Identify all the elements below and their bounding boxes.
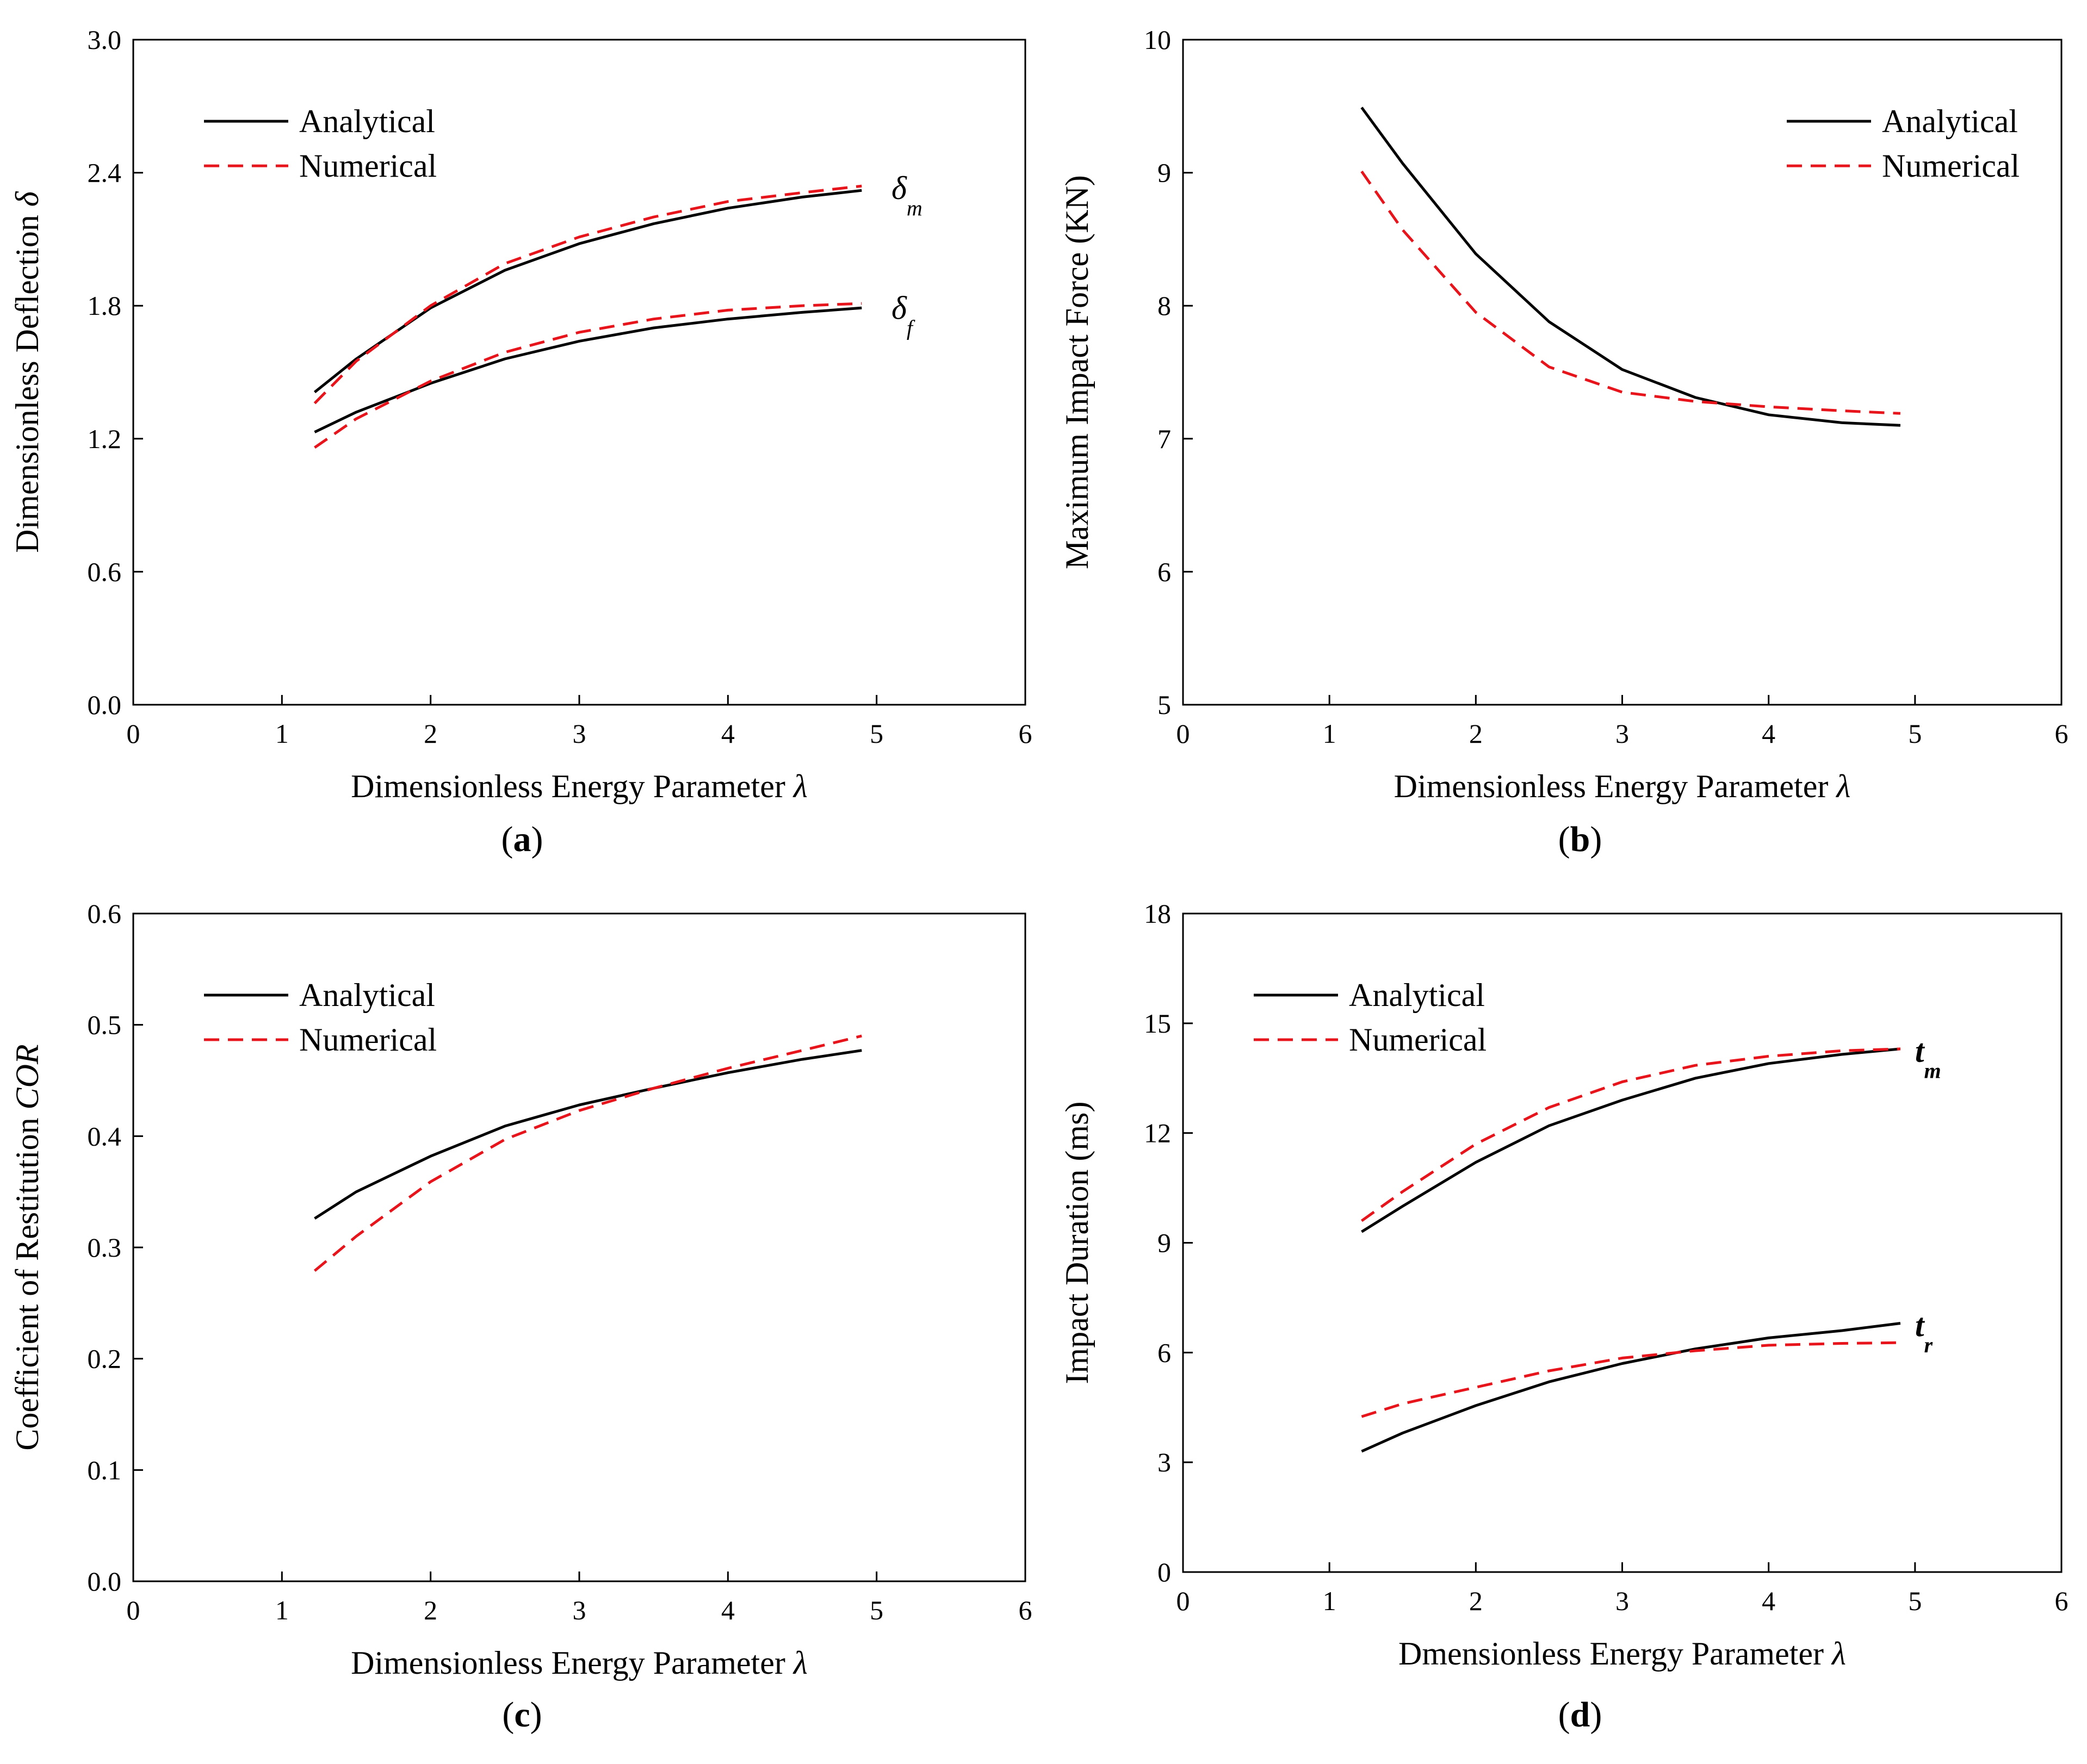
x-axis-title: Dimensionless Energy Parameter λ <box>1394 768 1851 804</box>
numerical-series-line-δf <box>314 302 862 449</box>
panel-c: 0 1 2 3 4 5 6 0.0 0.1 0.2 0.3 0.4 0.5 0.6 Dimensionles… <box>9 898 1032 1735</box>
y-axis-title: Coefficient of Restitution COR <box>9 1044 45 1450</box>
x-tick-label: 2 <box>1469 1586 1483 1616</box>
legend-label-analytical: Analytical <box>1349 977 1485 1013</box>
y-axis-title: Dimensionless Deflection δ <box>9 191 45 553</box>
curve-annotation-tm: tm <box>1915 1033 1941 1083</box>
plot-frame <box>132 39 1026 706</box>
y-tick-label: 8 <box>1157 290 1171 321</box>
y-tick-label: 0.3 <box>88 1232 122 1263</box>
y-tick-label: 6 <box>1157 556 1171 587</box>
analytical-series-line-δm <box>313 189 862 394</box>
legend-label-numerical: Numerical <box>299 148 437 184</box>
y-tick-label: 1.2 <box>88 424 122 454</box>
curve-annotation-δm: δm <box>891 170 922 220</box>
y-tick-label: 0.4 <box>88 1121 122 1151</box>
x-tick-label: 2 <box>1469 718 1483 749</box>
numerical-series-line-tr <box>1361 1341 1900 1418</box>
numerical-series-line-tm <box>1360 1047 1900 1222</box>
x-tick-label: 5 <box>1908 1586 1922 1616</box>
x-tick-label: 1 <box>1323 718 1336 749</box>
y-tick-label: 5 <box>1157 690 1171 720</box>
x-tick-label: 5 <box>870 718 883 749</box>
x-tick-label: 1 <box>1323 1586 1336 1616</box>
y-tick-label: 15 <box>1144 1008 1171 1039</box>
x-tick-label: 3 <box>1615 1586 1629 1616</box>
y-tick-label: 0.1 <box>88 1455 122 1485</box>
panel-caption: (a) <box>501 819 543 859</box>
curve-annotation-tr: tr <box>1915 1307 1933 1357</box>
analytical-series-line-δf <box>314 306 862 433</box>
y-tick-label: 0 <box>1157 1557 1171 1587</box>
x-tick-label: 4 <box>1762 718 1775 749</box>
x-tick-label: 5 <box>1908 718 1922 749</box>
y-tick-label: 2.4 <box>88 158 122 188</box>
y-tick-label: 9 <box>1157 1228 1171 1258</box>
y-tick-label: 0.0 <box>88 690 122 720</box>
analytical-series-line <box>314 1049 862 1220</box>
x-tick-label: 6 <box>2055 718 2069 749</box>
y-tick-label: 3.0 <box>88 24 122 55</box>
y-tick-label: 12 <box>1144 1118 1171 1148</box>
x-tick-label: 3 <box>573 1595 586 1625</box>
x-tick-label: 2 <box>424 718 437 749</box>
panel-b: 0 1 2 3 4 5 6 5 6 7 8 9 10 Dimensionless Energy Param… <box>1059 24 2069 859</box>
y-tick-label: 0.2 <box>88 1344 122 1374</box>
numerical-series-line-δm <box>313 184 862 405</box>
legend-label-analytical: Analytical <box>299 977 435 1013</box>
x-tick-label: 0 <box>1176 718 1190 749</box>
numerical-series-line <box>313 1034 862 1272</box>
legend-label-numerical: Numerical <box>1882 148 2020 184</box>
numerical-series-line <box>1360 170 1901 415</box>
x-tick-label: 0 <box>127 1595 140 1625</box>
y-tick-label: 10 <box>1144 24 1171 55</box>
plot-frame <box>132 912 1026 1582</box>
analytical-series-line-tm <box>1361 1047 1901 1233</box>
y-tick-label: 0.5 <box>88 1010 122 1040</box>
x-tick-label: 4 <box>1762 1586 1775 1616</box>
x-tick-label: 4 <box>721 1595 735 1625</box>
legend-label-numerical: Numerical <box>299 1022 437 1058</box>
y-tick-label: 18 <box>1144 898 1171 929</box>
y-tick-label: 1.8 <box>88 290 122 321</box>
x-axis-title: Dmensionless Energy Parameter λ <box>1398 1636 1846 1672</box>
x-tick-label: 1 <box>275 1595 289 1625</box>
analytical-series-line-tr <box>1361 1322 1901 1453</box>
y-tick-label: 6 <box>1157 1337 1171 1368</box>
x-tick-label: 6 <box>2055 1586 2069 1616</box>
legend-label-analytical: Analytical <box>1882 103 2018 139</box>
panel-a: 0 1 2 3 4 5 6 0.0 0.6 1.2 1.8 2.4 3.0 Dimensionless E… <box>9 24 1032 859</box>
y-tick-label: 0.0 <box>88 1566 122 1597</box>
x-tick-label: 6 <box>1019 1595 1032 1625</box>
y-axis-title: Impact Duration (ms) <box>1059 1102 1095 1384</box>
plot-frame <box>1182 39 2063 706</box>
panel-caption: (d) <box>1558 1695 1602 1735</box>
plot-frame <box>1182 912 2063 1573</box>
x-tick-label: 0 <box>1176 1586 1190 1616</box>
x-tick-label: 6 <box>1019 718 1032 749</box>
x-tick-label: 5 <box>870 1595 883 1625</box>
y-tick-label: 0.6 <box>88 556 122 587</box>
y-axis-title: Maximum Impact Force (KN) <box>1059 175 1095 569</box>
panel-caption: (b) <box>1558 819 1602 859</box>
analytical-series-line <box>1360 107 1901 427</box>
y-tick-label: 3 <box>1157 1447 1171 1477</box>
x-tick-label: 0 <box>127 718 140 749</box>
legend-label-numerical: Numerical <box>1349 1022 1487 1058</box>
y-tick-label: 9 <box>1157 158 1171 188</box>
y-tick-label: 0.6 <box>88 898 122 929</box>
curve-annotation-δf: δf <box>891 290 915 340</box>
x-axis-title: Dimensionless Energy Parameter λ <box>351 1645 808 1681</box>
x-axis-title: Dimensionless Energy Parameter λ <box>351 768 808 804</box>
x-tick-label: 1 <box>275 718 289 749</box>
panel-caption: (c) <box>502 1695 542 1735</box>
x-tick-label: 3 <box>573 718 586 749</box>
x-tick-label: 4 <box>721 718 735 749</box>
x-tick-label: 3 <box>1615 718 1629 749</box>
legend-label-analytical: Analytical <box>299 103 435 139</box>
y-tick-label: 7 <box>1157 424 1171 454</box>
x-tick-label: 2 <box>424 1595 437 1625</box>
